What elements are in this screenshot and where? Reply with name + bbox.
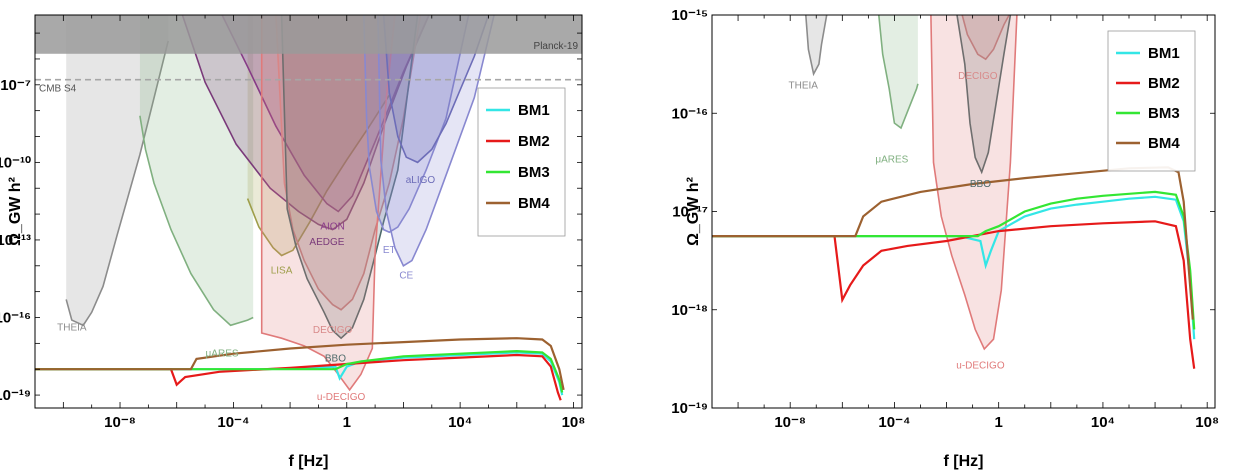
detector-label-et: ET	[383, 245, 396, 256]
detector-label-u-decigo: u-DECIGO	[317, 392, 366, 403]
detector-label-theia: THEIA	[57, 322, 87, 333]
detector-label-decigo: DECIGO	[958, 71, 998, 82]
x-tick-label: 10⁴	[1091, 414, 1115, 431]
detector-label-u-decigo: u-DECIGO	[956, 361, 1005, 372]
series-line-bm4	[712, 166, 1194, 320]
series-line-bm2	[35, 353, 562, 401]
legend: BM1 BM2 BM3 BM4	[477, 87, 566, 237]
detector-curve-lisa	[246, 94, 390, 257]
detector-label-μares: μARES	[206, 348, 239, 359]
left-panel: Planck-19 CMB S4 THEIA μARES LISA AION AEDGE DE…	[0, 14, 586, 470]
detector-curve-decigo	[275, 15, 422, 311]
detector-curve-bbo	[956, 15, 1012, 175]
detector-label-aligo: aLIGO	[406, 175, 436, 186]
detector-label-bbo: BBO	[325, 353, 346, 364]
plot-frame	[34, 14, 583, 409]
y-tick-label: 10⁻¹⁶	[0, 310, 31, 327]
series-line-bm4	[35, 337, 565, 391]
detector-label-bbo: BBO	[970, 179, 991, 190]
x-axis-label: f [Hz]	[289, 453, 329, 470]
x-tick-label: 10⁻⁸	[774, 414, 806, 431]
detector-curve-decigo	[961, 15, 1010, 61]
series-line-bm3	[35, 349, 564, 393]
detector-region-u-decigo	[261, 15, 395, 390]
detector-region-μares	[139, 15, 254, 326]
legend-label-bm1: BM1	[518, 102, 550, 119]
detector-curve-μares	[878, 15, 919, 130]
detector-label-ce: CE	[399, 271, 413, 282]
x-tick-label: 10⁻⁴	[878, 414, 910, 431]
detector-label-decigo: DECIGO	[313, 325, 353, 336]
y-tick-label: 10⁻¹³	[0, 232, 31, 249]
legend: BM1 BM2 BM3 BM4	[1107, 30, 1196, 172]
detector-region-bbo	[281, 15, 418, 339]
y-tick-label: 10⁻¹⁷	[672, 204, 708, 221]
x-tick-label: 10⁴	[448, 414, 472, 431]
x-tick-label: 1	[995, 414, 1003, 431]
detector-region-decigo	[275, 15, 421, 310]
detector-region-aion	[222, 15, 429, 212]
detector-label-μares: μARES	[875, 154, 908, 165]
y-tick-label: 10⁻¹⁹	[0, 387, 31, 404]
legend-box	[477, 87, 566, 237]
planck-limit-label: Planck-19	[534, 41, 579, 52]
detector-label-aion: AION	[320, 222, 344, 233]
detector-region-aedge	[182, 15, 429, 230]
legend-box	[1107, 30, 1196, 172]
x-tick-label: 10⁻⁴	[217, 414, 249, 431]
detector-curve-bbo	[280, 15, 419, 340]
detector-region-et	[363, 15, 469, 233]
detector-curve-theia	[65, 40, 169, 327]
cmb-s4-limit-label: CMB S4	[39, 84, 77, 95]
y-tick-label: 10⁻⁷	[0, 77, 31, 94]
legend-label-bm4: BM4	[518, 195, 550, 212]
legend-label-bm1: BM1	[1148, 45, 1180, 62]
x-tick-label: 10⁻⁸	[104, 414, 136, 431]
legend-label-bm2: BM2	[1148, 75, 1180, 92]
detector-label-lisa: LISA	[271, 266, 293, 277]
series-line-bm3	[712, 190, 1196, 330]
x-tick-label: 10⁸	[562, 414, 586, 431]
x-tick-label: 1	[343, 414, 351, 431]
plot-content	[35, 15, 582, 401]
detector-region-theia	[66, 15, 169, 326]
legend-label-bm2: BM2	[518, 133, 550, 150]
y-axis-label: Ω_GW h²	[685, 177, 702, 246]
y-tick-label: 10⁻¹⁸	[671, 302, 708, 319]
planck-limit-band	[35, 15, 582, 54]
detector-region-decigo	[962, 15, 1010, 60]
detector-curve-aligo	[382, 15, 490, 164]
legend-label-bm3: BM3	[518, 164, 550, 181]
detector-curve-aedge	[181, 15, 430, 231]
detector-curve-theia	[805, 15, 828, 77]
y-tick-label: 10⁻¹⁹	[671, 400, 708, 417]
detector-curve-μares	[139, 115, 254, 327]
plot-content	[712, 15, 1196, 369]
legend-label-bm3: BM3	[1148, 105, 1180, 122]
detector-curve-ce	[377, 15, 495, 267]
y-axis-label: Ω_GW h²	[7, 177, 24, 246]
detector-curve-u-decigo	[930, 15, 1018, 351]
detector-curve-u-decigo	[260, 15, 396, 392]
y-tick-label: 10⁻¹⁶	[671, 105, 708, 122]
detector-label-aedge: AEDGE	[309, 237, 344, 248]
detector-region-u-decigo	[930, 15, 1017, 349]
detector-label-theia: THEIA	[788, 81, 818, 92]
detector-region-bbo	[957, 15, 1011, 173]
detector-curve-et	[363, 15, 470, 234]
right-panel: THEIA μARES DECIGO BBO u-DECIGO 10⁻⁸ 10⁻⁴ 1 10⁴ 1…	[671, 7, 1219, 470]
detector-region-μares	[878, 15, 918, 128]
x-tick-label: 10⁸	[1195, 414, 1219, 431]
x-axis-label: f [Hz]	[944, 453, 984, 470]
y-tick-label: 10⁻¹⁵	[671, 7, 708, 24]
y-tick-label: 10⁻¹⁰	[0, 154, 31, 171]
legend-label-bm4: BM4	[1148, 135, 1180, 152]
